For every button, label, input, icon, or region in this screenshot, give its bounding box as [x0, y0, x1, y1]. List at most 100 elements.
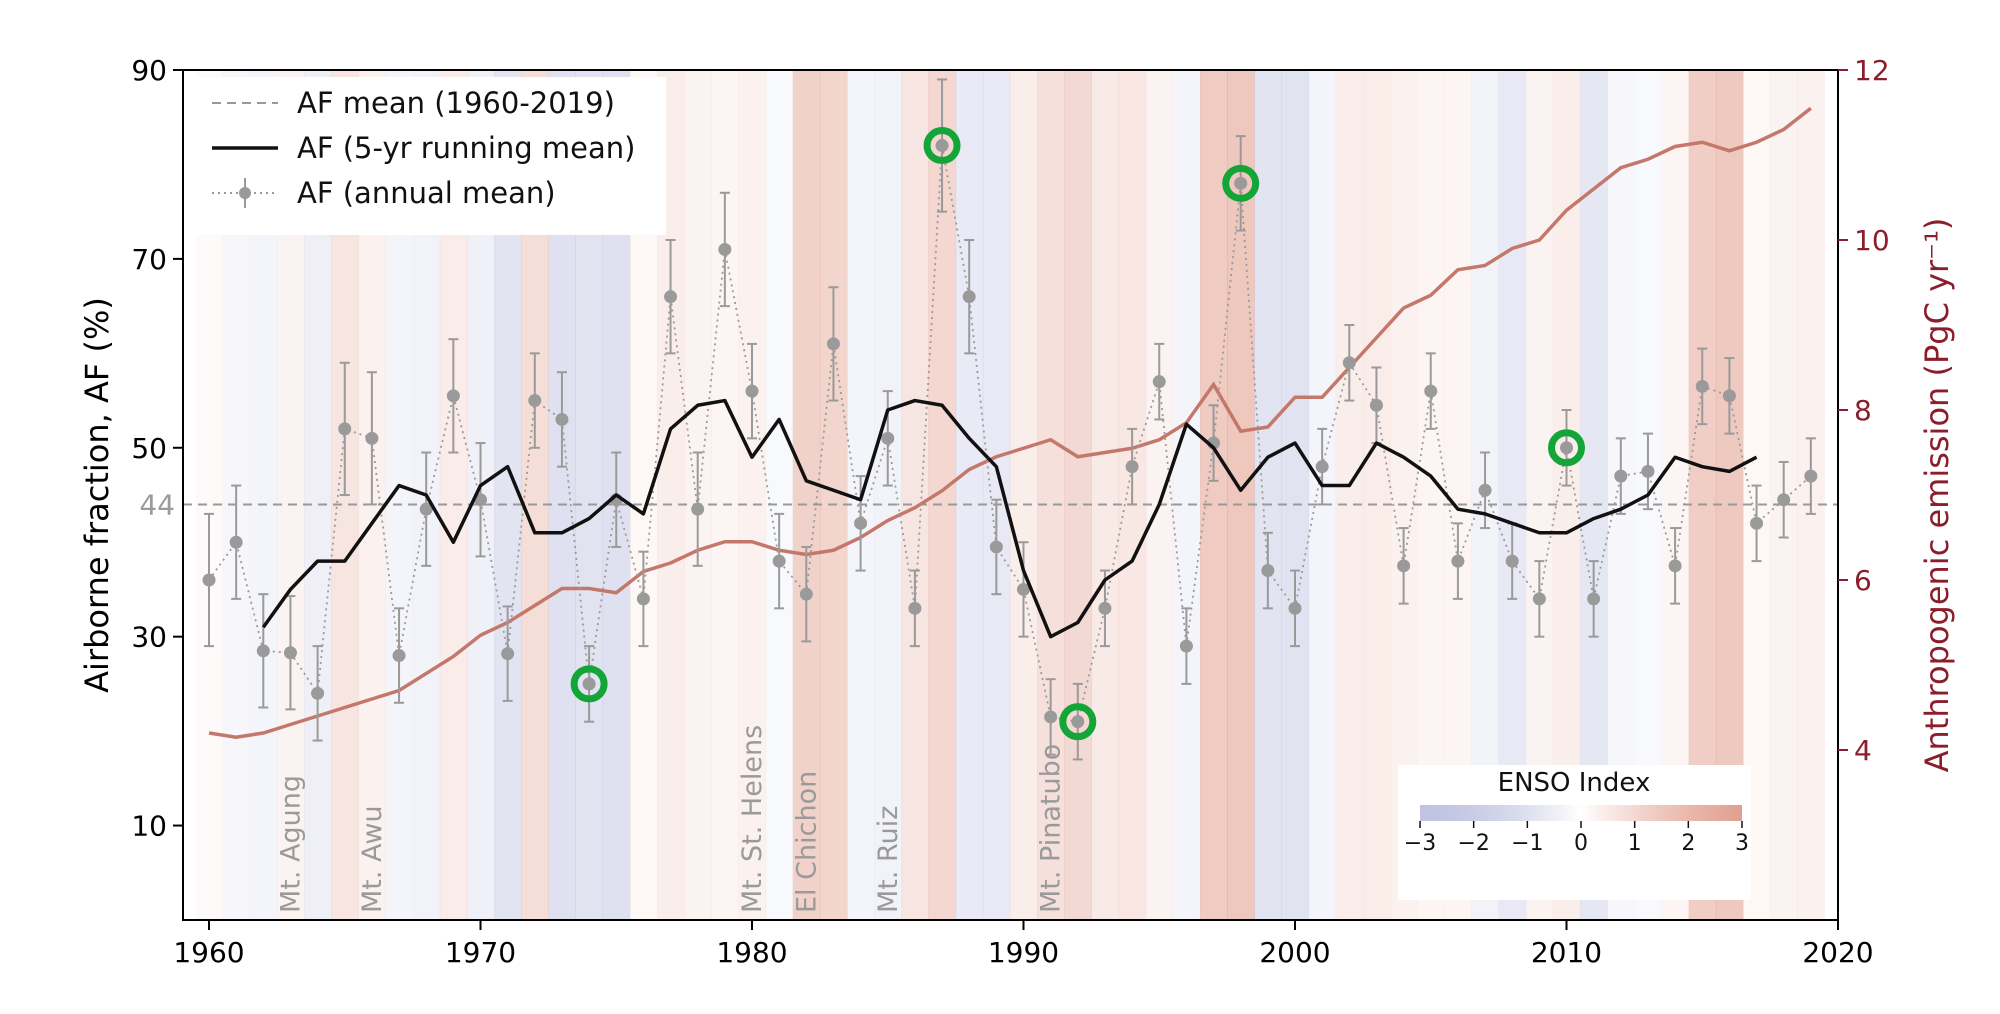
right-y-tick-label: 8 — [1854, 394, 1872, 427]
x-tick-label: 2020 — [1802, 936, 1873, 969]
emission-line — [208, 106, 1812, 740]
right-axis-title: Anthropogenic emission (PgC yr⁻¹) — [1918, 218, 1956, 773]
annual-af-point — [229, 535, 243, 549]
right-y-tick-label: 4 — [1854, 734, 1872, 767]
annual-af-point — [691, 502, 705, 516]
legend-annual-label: AF (annual mean) — [297, 176, 556, 210]
annual-af-point — [1017, 582, 1030, 596]
enso-stripe — [1091, 70, 1120, 920]
highlight-ring — [1222, 164, 1260, 202]
annual-af-point — [962, 290, 976, 304]
enso-tick-label: 1 — [1628, 831, 1642, 856]
annual-af-point — [392, 649, 406, 663]
enso-tick-label: 2 — [1681, 831, 1695, 856]
volcano-label: El Chichon — [791, 771, 822, 913]
x-tick-label: 2010 — [1531, 936, 1602, 969]
x-tick-label: 2000 — [1259, 936, 1330, 969]
volcano-labels: Mt. Agung Mt. Awu Mt. St. Helens El Chichon… — [275, 725, 1066, 913]
legend-running-label: AF (5-yr running mean) — [297, 131, 635, 165]
annual-af-point — [1071, 715, 1085, 729]
annual-af-point — [338, 422, 352, 436]
annual-af-point — [1098, 601, 1112, 615]
legend-mean-label: AF mean (1960-2019) — [297, 86, 615, 120]
left-y-tick-label: 50 — [131, 432, 167, 465]
annual-af-point — [1424, 384, 1438, 398]
enso-colorbar: ENSO Index −3 −2 −1 0 1 2 3 — [1398, 765, 1751, 900]
annual-af-point — [745, 384, 759, 398]
annual-af-point — [908, 601, 922, 615]
left-y-tick-label: 70 — [131, 243, 167, 276]
annual-af-point — [474, 493, 487, 507]
left-y-tick-label: 30 — [131, 621, 167, 654]
enso-stripe — [901, 70, 929, 920]
annual-af-point — [1179, 639, 1193, 653]
annual-af-point — [283, 646, 297, 660]
enso-stripe — [1145, 70, 1174, 920]
annual-af-point — [446, 389, 460, 403]
enso-colorbar-title: ENSO Index — [1498, 768, 1651, 798]
enso-colorbar-gradient — [1420, 805, 1742, 821]
annual-af-point — [419, 502, 433, 516]
annual-af-point — [718, 242, 732, 256]
left-y-tick-label: 10 — [131, 810, 167, 843]
right-y-axis: 4 6 8 10 12 — [1838, 54, 1890, 767]
annual-af-point — [1587, 592, 1601, 606]
annual-af-point — [1451, 554, 1465, 568]
highlight-rings — [570, 127, 1585, 741]
annual-af-point — [1560, 441, 1573, 455]
enso-stripe — [874, 70, 902, 920]
annual-af-point — [1695, 379, 1709, 393]
annual-af-point — [1342, 356, 1356, 370]
annual-af-point — [1125, 460, 1139, 474]
annual-af-point — [935, 139, 949, 153]
left-axis-title: Airborne fraction, AF (%) — [78, 297, 116, 693]
enso-stripe — [792, 70, 821, 920]
enso-colorbar-ticks: −3 −2 −1 0 1 2 3 — [1404, 821, 1749, 856]
annual-af-point — [1641, 464, 1655, 478]
af-mean-label: 44 — [139, 488, 175, 521]
enso-colorbar-box — [1398, 765, 1751, 900]
left-y-axis: 10 30 50 70 90 — [131, 54, 183, 843]
annual-af-point — [1369, 398, 1383, 412]
annual-af-point — [1505, 554, 1519, 568]
annual-af-point — [501, 647, 515, 661]
plot-frame — [182, 69, 1839, 921]
annual-af-point — [1044, 710, 1058, 724]
annual-af-point — [1152, 375, 1166, 389]
volcano-label: Mt. Agung — [275, 775, 306, 913]
annual-af-point — [1261, 564, 1275, 578]
annual-af-point — [1668, 559, 1682, 573]
annual-af-point — [881, 431, 895, 445]
annual-af-point — [1315, 460, 1329, 474]
annual-af-point — [582, 677, 596, 691]
enso-stripe — [738, 70, 767, 920]
highlight-ring — [923, 127, 961, 165]
legend-box — [190, 77, 666, 235]
annual-af-point — [826, 337, 840, 351]
enso-tick-label: −2 — [1457, 831, 1489, 856]
annual-af-point — [799, 587, 813, 601]
running-mean-series — [261, 398, 1758, 639]
highlight-ring — [1059, 703, 1097, 741]
enso-stripe — [1362, 70, 1391, 920]
annual-af-point — [365, 431, 379, 445]
enso-stripe — [1281, 70, 1310, 920]
annual-af-point — [1478, 483, 1492, 497]
annual-af-point — [1722, 389, 1736, 403]
enso-stripe — [1254, 70, 1282, 920]
volcano-label: Mt. Awu — [357, 805, 388, 913]
highlight-ring — [1548, 429, 1585, 467]
annual-af-point — [311, 686, 325, 700]
enso-stripe — [1009, 70, 1038, 920]
right-y-tick-label: 12 — [1854, 54, 1890, 87]
annual-af-series — [202, 78, 1818, 761]
annual-af-point — [1614, 469, 1628, 483]
x-tick-label: 1960 — [173, 936, 244, 969]
annual-af-point — [1804, 469, 1818, 483]
annual-af-point — [1777, 493, 1791, 507]
emission-series — [208, 106, 1812, 740]
right-y-tick-label: 6 — [1854, 564, 1872, 597]
running-mean-line — [261, 398, 1758, 639]
x-tick-label: 1980 — [716, 936, 787, 969]
